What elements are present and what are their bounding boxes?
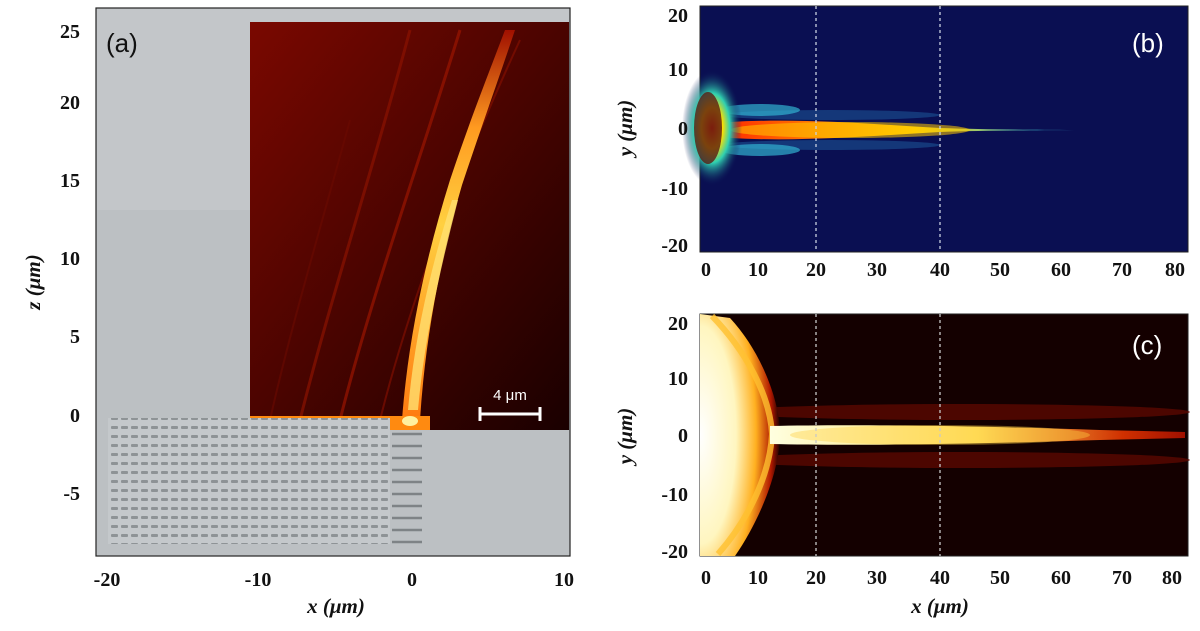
panel-a-z-axis-label: z (μm) bbox=[21, 254, 45, 310]
y-tick-label: -20 bbox=[661, 541, 688, 563]
y-tick-label: -10 bbox=[661, 484, 688, 506]
x-tick-label: 70 bbox=[1112, 567, 1132, 589]
panel-b-beam-glow bbox=[730, 122, 970, 138]
panel-a-streak bbox=[298, 29, 412, 421]
x-tick-label: 50 bbox=[990, 567, 1010, 589]
panel-a-beam-core bbox=[408, 200, 458, 410]
panel-a-hole-array bbox=[108, 418, 390, 544]
x-tick-label: 30 bbox=[867, 259, 887, 281]
x-tick-label: 40 bbox=[930, 259, 950, 281]
x-tick-label: 40 bbox=[930, 567, 950, 589]
panel-a-streak bbox=[338, 29, 462, 421]
y-tick-label: 0 bbox=[678, 118, 688, 140]
panel-c-x-ticks: 0 10 20 30 40 50 60 70 80 bbox=[701, 567, 1182, 589]
panel-a-x-axis-label: x (μm) bbox=[306, 594, 365, 618]
x-tick-label: 50 bbox=[990, 259, 1010, 281]
x-tick-label: 70 bbox=[1112, 259, 1132, 281]
panel-a-x-ticks: -20 -10 0 10 bbox=[94, 569, 574, 591]
panel-a: (a) 4 μm 25 20 15 10 5 0 -5 z (μm) -20 -… bbox=[21, 7, 574, 618]
x-tick-label: 10 bbox=[748, 259, 768, 281]
y-tick-label: 20 bbox=[668, 5, 688, 27]
y-tick-label: 0 bbox=[678, 425, 688, 447]
x-tick-label: 60 bbox=[1051, 567, 1071, 589]
panel-c-y-ticks: 20 10 0 -10 -20 bbox=[661, 313, 688, 563]
z-tick-label: 10 bbox=[60, 248, 80, 270]
y-tick-label: -10 bbox=[661, 178, 688, 200]
panel-b-source-core bbox=[694, 92, 722, 164]
x-tick-label: 20 bbox=[806, 567, 826, 589]
x-tick-label: 80 bbox=[1162, 567, 1182, 589]
panel-b: (b) 20 10 0 -10 -20 y (μm) 0 10 20 30 40… bbox=[613, 5, 1189, 281]
x-tick-label: 0 bbox=[407, 569, 417, 591]
x-tick-label: 30 bbox=[867, 567, 887, 589]
z-tick-label: 15 bbox=[60, 170, 80, 192]
panel-b-label: (b) bbox=[1132, 28, 1164, 58]
panel-c-side-band bbox=[730, 452, 1190, 468]
x-tick-label: 10 bbox=[748, 567, 768, 589]
panel-b-y-axis-label: y (μm) bbox=[613, 100, 637, 160]
x-tick-label: 80 bbox=[1165, 259, 1185, 281]
panel-a-scale-bar-label: 4 μm bbox=[493, 387, 527, 404]
panel-a-streak bbox=[269, 119, 351, 421]
y-tick-label: 20 bbox=[668, 313, 688, 335]
z-tick-label: 25 bbox=[60, 21, 80, 43]
z-tick-label: 20 bbox=[60, 92, 80, 114]
panel-c-label: (c) bbox=[1132, 330, 1162, 360]
panel-a-beam bbox=[402, 30, 515, 420]
y-tick-label: 10 bbox=[668, 368, 688, 390]
x-tick-label: 10 bbox=[554, 569, 574, 591]
x-tick-label: -20 bbox=[94, 569, 121, 591]
z-tick-label: -5 bbox=[63, 483, 80, 505]
x-tick-label: 0 bbox=[701, 567, 711, 589]
panel-a-z-ticks: 25 20 15 10 5 0 -5 bbox=[60, 21, 80, 505]
panel-a-label: (a) bbox=[106, 28, 138, 58]
panel-c-y-axis-label: y (μm) bbox=[613, 408, 637, 468]
panel-b-x-ticks: 0 10 20 30 40 50 60 70 80 bbox=[701, 259, 1185, 281]
panel-c-beam bbox=[770, 425, 1185, 445]
y-tick-label: 10 bbox=[668, 59, 688, 81]
panel-a-grating-lines bbox=[392, 432, 422, 544]
panel-b-y-ticks: 20 10 0 -10 -20 bbox=[661, 5, 688, 257]
x-tick-label: 20 bbox=[806, 259, 826, 281]
x-tick-label: 0 bbox=[701, 259, 711, 281]
panel-c: (c) 20 10 0 -10 -20 y (μm) 0 10 20 30 40… bbox=[613, 313, 1190, 618]
z-tick-label: 5 bbox=[70, 326, 80, 348]
z-tick-label: 0 bbox=[70, 405, 80, 427]
x-tick-label: 60 bbox=[1051, 259, 1071, 281]
x-tick-label: -10 bbox=[245, 569, 272, 591]
panel-c-x-axis-label: x (μm) bbox=[910, 594, 969, 618]
panel-c-side-band bbox=[730, 404, 1190, 420]
panel-a-scale-bar bbox=[478, 407, 542, 421]
panel-c-source bbox=[700, 314, 780, 556]
y-tick-label: -20 bbox=[661, 235, 688, 257]
